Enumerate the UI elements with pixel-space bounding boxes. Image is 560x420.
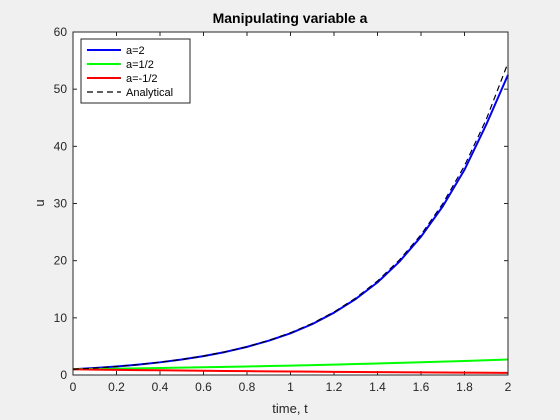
y-tick-label: 0 bbox=[60, 368, 67, 382]
series-lines bbox=[72, 62, 509, 374]
series-line-a-1-2 bbox=[72, 368, 509, 374]
x-tick-label: 2 bbox=[505, 380, 512, 394]
legend-label: a=1/2 bbox=[126, 59, 154, 71]
chart-title: Manipulating variable a bbox=[213, 10, 368, 26]
x-tick-label: 0.4 bbox=[152, 380, 169, 394]
y-tick-label: 50 bbox=[54, 82, 68, 96]
y-tick-label: 30 bbox=[54, 197, 68, 211]
x-tick-label: 1.6 bbox=[413, 380, 430, 394]
x-tick-label: 1.4 bbox=[369, 380, 386, 394]
x-tick-label: 1 bbox=[287, 380, 294, 394]
y-axis-label: u bbox=[32, 199, 47, 206]
x-tick-label: 0 bbox=[70, 380, 77, 394]
x-tick-label: 0.8 bbox=[239, 380, 256, 394]
series-line-a-1-2 bbox=[72, 358, 509, 371]
legend-label: Analytical bbox=[126, 87, 173, 99]
x-tick-label: 0.6 bbox=[195, 380, 212, 394]
plot-box bbox=[72, 31, 509, 376]
y-tick-label: 60 bbox=[54, 25, 68, 39]
x-tick-label: 0.2 bbox=[108, 380, 125, 394]
x-tick-label: 1.8 bbox=[456, 380, 473, 394]
y-tick-label: 40 bbox=[54, 139, 68, 153]
legend-label: a=2 bbox=[126, 45, 145, 57]
x-tick-label: 1.2 bbox=[326, 380, 343, 394]
legend-label: a=-1/2 bbox=[126, 73, 158, 85]
y-tick-label: 10 bbox=[54, 311, 68, 325]
series-line-analytical bbox=[72, 62, 509, 370]
x-axis-label: time, t bbox=[272, 401, 308, 416]
legend: a=2 a=1/2 a=-1/2 Analytical bbox=[80, 38, 191, 104]
y-tick-label: 20 bbox=[54, 254, 68, 268]
